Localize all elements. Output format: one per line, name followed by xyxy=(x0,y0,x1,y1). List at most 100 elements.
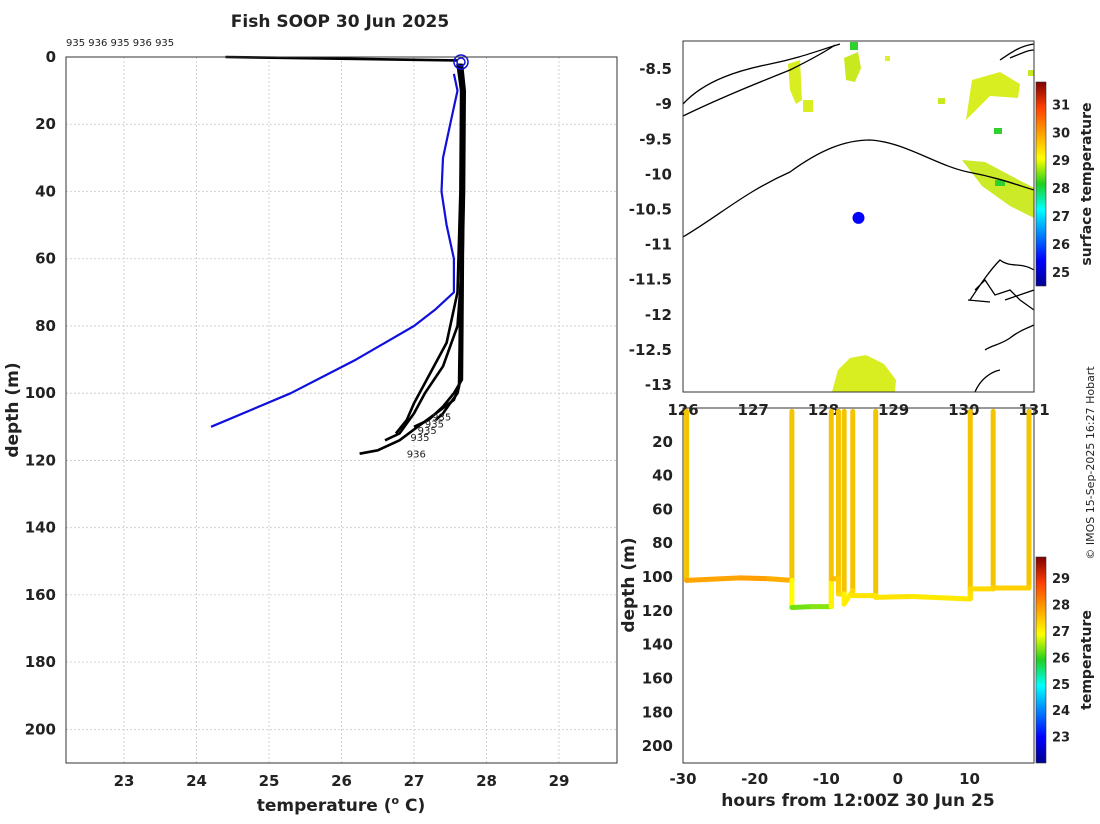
map-content xyxy=(683,42,1034,392)
map-y-tick: -12 xyxy=(645,306,672,324)
series-line-surface-line xyxy=(225,55,458,62)
left-x-tick: 23 xyxy=(114,772,135,790)
time-y-tick: 60 xyxy=(652,500,673,518)
sst-colorbar-tick: 31 xyxy=(1052,98,1070,113)
time-y-tick: 100 xyxy=(642,568,673,586)
surface-station-marker xyxy=(453,54,469,70)
time-y-tick: 180 xyxy=(642,703,673,721)
profile-label: 935 xyxy=(410,433,429,444)
sst-colorbar-tick: 28 xyxy=(1052,182,1070,197)
sst-colorbar-tick: 30 xyxy=(1052,126,1070,141)
coast-contour-north-1 xyxy=(683,43,841,105)
sst-colorbar-ticks: 25 26 27 28 29 30 31 xyxy=(1052,98,1070,281)
coast-island-ne xyxy=(999,43,1034,61)
map-axes-frame xyxy=(682,40,1035,393)
profile-panel: Fish SOOP 30 Jun 2025 935 936 935 936 93… xyxy=(3,12,618,816)
left-series-group xyxy=(210,55,467,455)
sst-speck xyxy=(850,42,858,50)
series-line-profile-4 xyxy=(384,63,467,442)
sst-colorbar-tick: 25 xyxy=(1052,266,1070,281)
sst-patch-ne xyxy=(966,72,1020,120)
temp-colorbar-tick: 27 xyxy=(1052,625,1070,640)
sst-patch-nw xyxy=(788,60,802,104)
left-x-tick: 25 xyxy=(259,772,280,790)
watermark: © IMOS 15-Sep-2025 16:27 Hobart xyxy=(1084,366,1097,560)
profile-label: 935 xyxy=(425,419,444,430)
left-axes-frame xyxy=(65,56,618,764)
time-x-axis-label: hours from 12:00Z 30 Jun 25 xyxy=(721,791,994,811)
sst-colorbar xyxy=(1035,81,1047,287)
sst-colorbar-tick: 27 xyxy=(1052,210,1070,225)
time-x-tick: 10 xyxy=(959,770,980,788)
map-y-tick: -11.5 xyxy=(629,271,672,289)
coastlines xyxy=(683,43,1034,392)
left-y-tick: 120 xyxy=(25,451,56,469)
time-x-tick: -30 xyxy=(669,770,696,788)
left-y-tick: 40 xyxy=(35,182,56,200)
station-ring-inner xyxy=(456,57,466,67)
sst-map-panel: 126 127 128 129 130 131 -8.5-9-9.5-10-10.5-11… xyxy=(629,40,1095,419)
time-axes-frame xyxy=(682,407,1035,764)
left-y-tick: 80 xyxy=(35,317,56,335)
map-y-tick: -9.5 xyxy=(639,130,672,148)
sst-patch-north xyxy=(844,52,861,82)
map-y-tick: -13 xyxy=(645,376,672,394)
top-profile-labels: 935 936 935 936 935 xyxy=(66,38,174,49)
map-y-tick: -11 xyxy=(645,236,672,254)
map-x-tick: 129 xyxy=(878,401,909,419)
left-y-tick: 100 xyxy=(25,384,56,402)
time-x-tick-labels: -30 -20 -10 0 10 xyxy=(669,770,980,788)
map-x-tick: 127 xyxy=(738,401,769,419)
left-x-axis-label-sup: o xyxy=(392,794,400,807)
time-x-tick: -20 xyxy=(741,770,768,788)
profile-label: 935 xyxy=(418,426,437,437)
sst-speck xyxy=(803,100,813,112)
map-y-tick: -8.5 xyxy=(639,60,672,78)
left-y-tick: 160 xyxy=(25,586,56,604)
map-x-tick: 130 xyxy=(948,401,979,419)
bottom-track-segment xyxy=(684,575,743,583)
time-y-tick: 40 xyxy=(652,467,673,485)
series-line-climatology xyxy=(210,73,459,428)
time-y-tick: 160 xyxy=(642,669,673,687)
sst-patches xyxy=(788,42,1034,392)
chart-title: Fish SOOP 30 Jun 2025 xyxy=(231,12,449,32)
series-line-profile-5 xyxy=(359,63,464,455)
bottom-track-segment xyxy=(737,575,772,582)
time-x-tick: 0 xyxy=(893,770,903,788)
temp-colorbar-tick: 23 xyxy=(1052,731,1070,746)
sst-speck xyxy=(938,98,945,104)
sst-patch-east xyxy=(962,160,1034,218)
left-y-tick: 20 xyxy=(35,115,56,133)
map-y-tick: -10 xyxy=(645,165,672,183)
time-x-tick: -10 xyxy=(813,770,840,788)
left-x-tick: 24 xyxy=(186,772,207,790)
time-y-tick: 120 xyxy=(642,602,673,620)
left-y-tick: 0 xyxy=(46,48,56,66)
temp-colorbar-tick: 25 xyxy=(1052,678,1070,693)
coast-contour-north-2 xyxy=(683,44,836,117)
coast-contour-central xyxy=(683,139,1034,238)
map-x-tick: 128 xyxy=(808,401,839,419)
bottom-track-segment xyxy=(909,593,973,602)
map-station-dot xyxy=(852,211,865,224)
series-line-profile-3 xyxy=(394,63,463,435)
left-x-tick: 29 xyxy=(549,772,570,790)
profile-label: 936 xyxy=(407,450,426,461)
map-y-tick: -10.5 xyxy=(629,200,672,218)
left-y-tick: 140 xyxy=(25,519,56,537)
coast-south-east-2 xyxy=(974,324,1034,392)
bottom-track-segment xyxy=(789,604,815,610)
bottom-track-segment xyxy=(873,593,915,600)
left-y-axis-label: depth (m) xyxy=(3,362,23,457)
map-station-marker xyxy=(852,211,865,224)
sst-colorbar-tick: 26 xyxy=(1052,238,1070,253)
left-gridlines xyxy=(66,56,617,763)
left-x-axis-label-main: temperature ( xyxy=(257,796,392,816)
sst-speck xyxy=(995,180,1005,186)
temp-colorbar-tick: 26 xyxy=(1052,651,1070,666)
sst-colorbar-tick: 29 xyxy=(1052,154,1070,169)
sst-speck xyxy=(1028,70,1034,76)
